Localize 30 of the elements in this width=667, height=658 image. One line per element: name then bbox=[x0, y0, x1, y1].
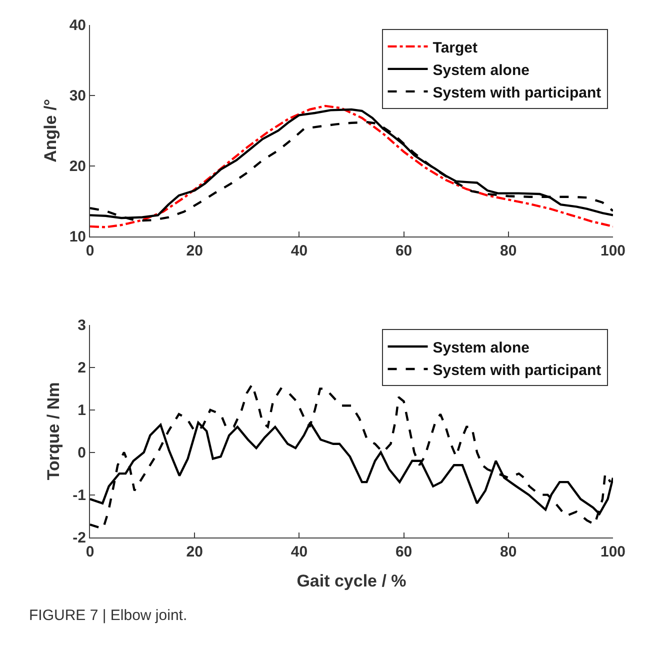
x-tick-label: 20 bbox=[186, 242, 203, 260]
y-tick-label: 30 bbox=[69, 88, 86, 105]
y-tick-label: 0 bbox=[78, 444, 86, 462]
x-tick-label: 100 bbox=[600, 242, 626, 260]
line-series bbox=[90, 383, 612, 530]
legend-label: System alone bbox=[432, 62, 530, 79]
x-tick-label: 80 bbox=[500, 242, 517, 260]
caption: FIGURE 7 | Elbow joint. bbox=[29, 607, 188, 624]
x-tick-label: 60 bbox=[395, 543, 412, 560]
x-tick-label: 60 bbox=[395, 242, 412, 260]
y-tick-label: 1 bbox=[78, 402, 86, 420]
y-tick-label: 40 bbox=[69, 17, 86, 34]
y-tick-label: 3 bbox=[78, 317, 86, 334]
y-axis-title: Angle /° bbox=[40, 98, 60, 162]
x-tick-label: 80 bbox=[500, 543, 517, 560]
y-tick-label: -1 bbox=[72, 487, 86, 504]
x-tick-label: 100 bbox=[600, 543, 626, 560]
y-tick-label: 2 bbox=[78, 360, 86, 377]
y-tick-label: 20 bbox=[69, 158, 86, 176]
y-tick-label: 10 bbox=[69, 228, 86, 246]
x-tick-label: 40 bbox=[290, 242, 308, 260]
x-tick-label: 40 bbox=[290, 543, 308, 560]
legend-label: System alone bbox=[432, 339, 530, 356]
legend-label: System with participant bbox=[432, 362, 602, 379]
legend-label: System with participant bbox=[432, 84, 602, 102]
y-tick-label: -2 bbox=[72, 530, 86, 547]
y-axis-title: Torque / Nm bbox=[44, 382, 64, 480]
x-tick-label: 20 bbox=[186, 543, 203, 560]
x-axis-title: Gait cycle / % bbox=[296, 572, 406, 591]
legend-label: Target bbox=[432, 39, 478, 56]
